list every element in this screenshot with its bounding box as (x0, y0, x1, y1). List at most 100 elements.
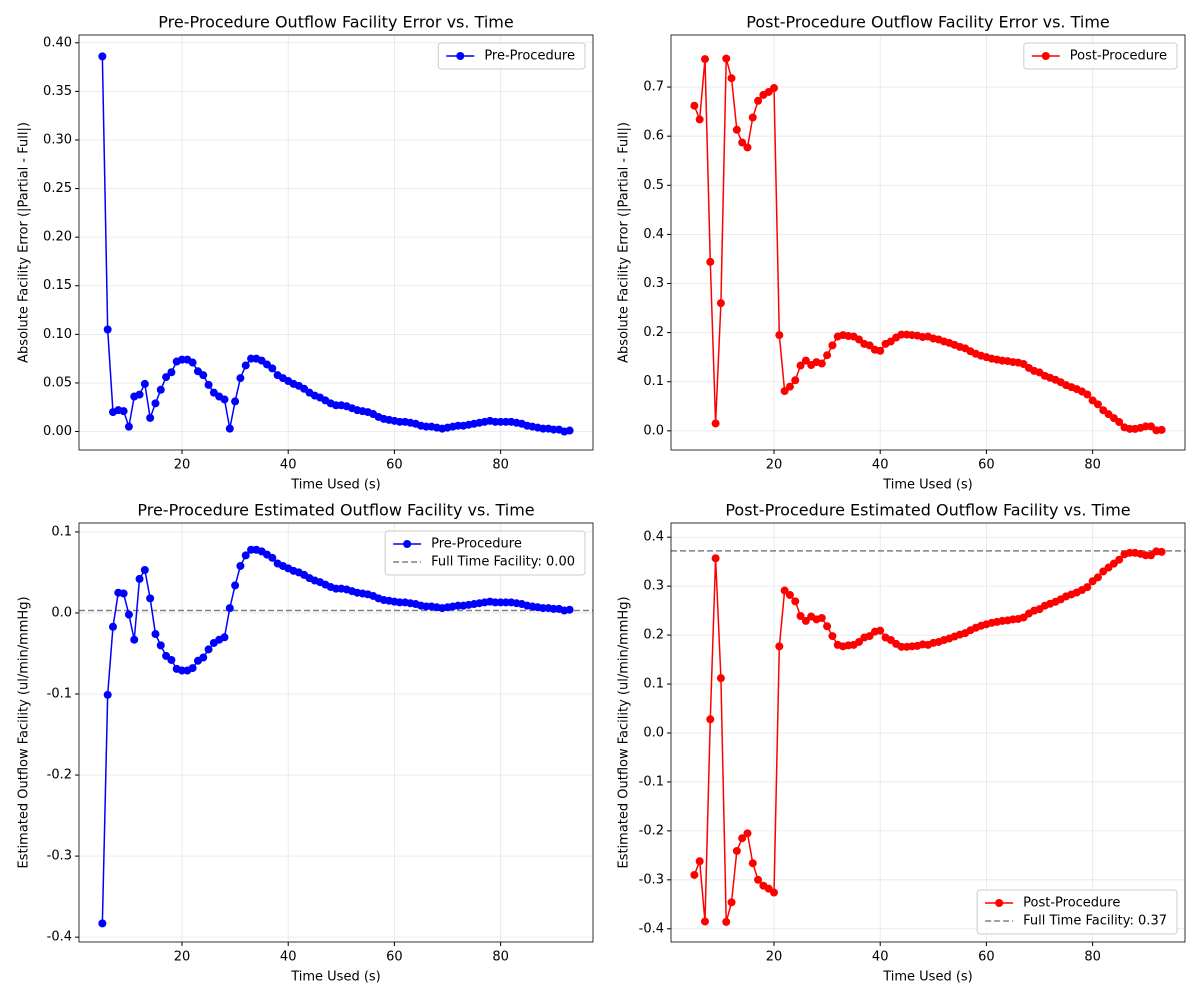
data-point (151, 399, 160, 408)
data-point (727, 74, 736, 83)
data-point (770, 888, 779, 897)
x-axis-label: Time Used (s) (290, 478, 381, 493)
data-point (780, 586, 789, 595)
data-point (1083, 390, 1092, 399)
y-tick-label: 0.3 (643, 276, 664, 291)
data-point (231, 397, 240, 406)
data-point (865, 632, 874, 641)
data-point (119, 407, 128, 416)
data-point (124, 610, 133, 619)
y-tick-label: 0.6 (643, 129, 664, 144)
data-point (791, 597, 800, 606)
legend-label: Post-Procedure (1023, 896, 1120, 911)
y-tick-label: -0.1 (47, 687, 72, 702)
subplot-title: Post-Procedure Estimated Outflow Facilit… (725, 501, 1130, 520)
data-point (743, 143, 752, 152)
subplot: 20 40 60 80 -0.4 -0.3 -0.2 -0.1 0.0 0.1 0.2 0.3 0.4 P… (617, 501, 1186, 985)
x-tick-label: 80 (1084, 458, 1101, 473)
x-tick-label: 80 (492, 950, 509, 965)
subplot-title: Post-Procedure Outflow Facility Error vs… (746, 13, 1110, 32)
legend-box (437, 42, 586, 70)
data-point (1115, 418, 1124, 427)
legend-marker (403, 540, 412, 548)
data-point (716, 299, 725, 308)
data-point (801, 356, 810, 365)
data-point (706, 715, 715, 724)
data-point (748, 859, 757, 868)
y-tick-label: 0.15 (43, 278, 72, 293)
data-point (754, 875, 763, 884)
data-point (828, 341, 837, 350)
legend-marker (1041, 52, 1050, 60)
data-point (700, 917, 709, 926)
x-axis-label: Time Used (s) (882, 478, 973, 493)
axes-frame (78, 522, 594, 943)
y-tick-label: 0.4 (643, 227, 664, 242)
y-tick-label: 0.0 (51, 605, 72, 620)
x-tick-label: 40 (280, 950, 297, 965)
legend-box (1023, 42, 1178, 70)
data-point (780, 387, 789, 396)
data-point (785, 590, 794, 599)
data-point (241, 551, 250, 560)
data-point (695, 115, 704, 124)
legend-label: Pre-Procedure (431, 537, 522, 552)
data-point (823, 351, 832, 360)
data-point (732, 846, 741, 855)
y-tick-label: -0.1 (639, 774, 664, 789)
data-point (188, 358, 197, 367)
data-point (130, 635, 139, 644)
data-point (236, 374, 245, 383)
x-tick-label: 40 (872, 950, 889, 965)
subplot-title: Pre-Procedure Estimated Outflow Facility… (137, 501, 534, 520)
data-point (103, 325, 112, 334)
legend-box (976, 889, 1178, 935)
data-point (108, 622, 117, 631)
subplot-title: Pre-Procedure Outflow Facility Error vs.… (158, 13, 513, 32)
x-tick-label: 60 (978, 950, 995, 965)
data-point (146, 413, 155, 422)
data-point (706, 257, 715, 266)
x-tick-label: 60 (978, 458, 995, 473)
data-point (140, 566, 149, 575)
y-axis-label: Estimated Outflow Facility (ul/min/mmHg) (17, 596, 32, 868)
y-tick-label: 0.1 (51, 524, 72, 539)
x-tick-label: 60 (386, 950, 403, 965)
data-point (103, 690, 112, 699)
x-tick-label: 20 (174, 458, 191, 473)
y-axis-label: Absolute Facility Error (|Partial - Full… (617, 122, 632, 363)
data-point (156, 385, 165, 394)
y-tick-label: -0.2 (47, 768, 72, 783)
data-point (151, 630, 160, 639)
data-point (1093, 400, 1102, 409)
data-line (693, 58, 1162, 432)
y-tick-label: 0.7 (643, 80, 664, 95)
legend-label: Pre-Procedure (484, 49, 575, 64)
data-point (754, 96, 763, 105)
y-tick-label: 0.2 (643, 628, 664, 643)
data-point (748, 113, 757, 122)
legend-label: Full Time Facility: 0.37 (1023, 914, 1167, 929)
data-point (146, 594, 155, 603)
y-tick-label: 0.0 (643, 725, 664, 740)
y-tick-label: -0.4 (639, 921, 664, 936)
y-tick-label: -0.2 (639, 823, 664, 838)
y-tick-label: 0.5 (643, 178, 664, 193)
x-tick-label: 20 (174, 950, 191, 965)
data-point (801, 616, 810, 625)
data-point (236, 561, 245, 570)
legend: Pre-Procedure (437, 42, 586, 70)
data-point (796, 361, 805, 370)
data-point (231, 581, 240, 590)
data-point (204, 645, 213, 654)
data-point (98, 919, 107, 928)
x-tick-label: 80 (1084, 950, 1101, 965)
x-tick-label: 40 (872, 458, 889, 473)
data-point (785, 382, 794, 391)
data-point (711, 554, 720, 563)
y-tick-label: 0.1 (643, 374, 664, 389)
data-point (828, 632, 837, 641)
subplot: 20 40 60 80 -0.4 -0.3 -0.2 -0.1 0.0 0.1 Pre-Proced… (17, 501, 594, 985)
data-point (775, 642, 784, 651)
